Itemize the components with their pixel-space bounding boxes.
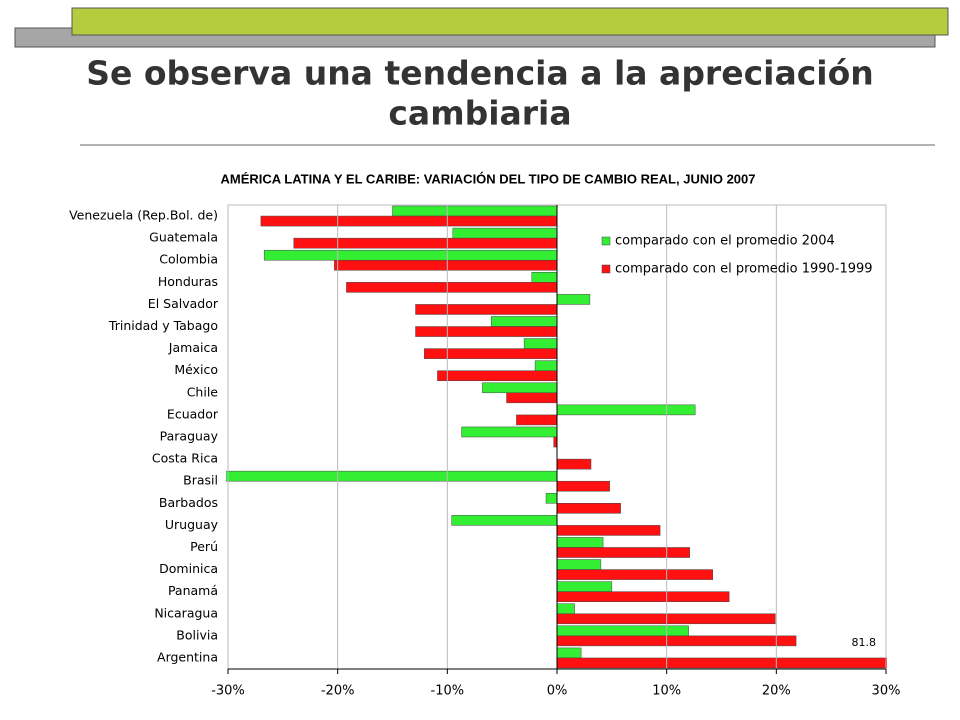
bar bbox=[556, 635, 797, 647]
bar bbox=[534, 360, 558, 371]
chart-title: AMÉRICA LATINA Y EL CARIBE: VARIACIÓN DE… bbox=[221, 171, 756, 186]
legend-label: comparado con el promedio 2004 bbox=[615, 234, 835, 249]
bar bbox=[424, 348, 558, 359]
bar bbox=[556, 503, 621, 514]
category-label: Guatemala bbox=[149, 230, 218, 245]
bar bbox=[556, 657, 887, 669]
category-label: Barbados bbox=[159, 495, 218, 510]
bar bbox=[490, 316, 558, 327]
bar bbox=[545, 492, 558, 504]
plot bbox=[226, 205, 887, 669]
bar bbox=[334, 259, 558, 271]
bar bbox=[556, 613, 776, 625]
category-label: Paraguay bbox=[160, 429, 219, 444]
bar bbox=[263, 249, 558, 261]
x-tick-label: -10% bbox=[431, 684, 465, 699]
bar bbox=[556, 591, 730, 602]
category-label: Trinidad y Tabago bbox=[108, 318, 218, 333]
bar bbox=[556, 458, 592, 470]
bar bbox=[523, 338, 558, 349]
category-label: Colombia bbox=[159, 252, 218, 267]
bar bbox=[461, 426, 558, 438]
category-label: Panamá bbox=[168, 583, 218, 598]
bar bbox=[506, 392, 558, 404]
slide-title: Se observa una tendencia a la apreciació… bbox=[86, 54, 874, 93]
data-label: 81.8 bbox=[852, 636, 877, 649]
bar bbox=[415, 304, 558, 315]
bar bbox=[437, 370, 558, 382]
legend-swatch bbox=[601, 236, 611, 246]
bar bbox=[293, 237, 558, 249]
bar bbox=[556, 603, 575, 615]
header-accent bbox=[71, 7, 949, 36]
bar bbox=[415, 326, 558, 337]
bar bbox=[482, 382, 558, 394]
category-label: Nicaragua bbox=[154, 605, 218, 620]
x-tick-label: 30% bbox=[872, 684, 901, 699]
category-label: Costa Rica bbox=[152, 451, 218, 466]
bar bbox=[556, 547, 690, 558]
bar bbox=[556, 480, 610, 492]
bar bbox=[556, 647, 582, 659]
category-label: Chile bbox=[187, 384, 219, 399]
legend-swatch bbox=[601, 264, 611, 274]
bar bbox=[556, 404, 696, 416]
bar bbox=[226, 470, 558, 482]
category-label: El Salvador bbox=[148, 296, 219, 311]
bar bbox=[556, 569, 713, 580]
bar bbox=[516, 414, 558, 426]
category-label: Argentina bbox=[157, 649, 218, 664]
bar bbox=[451, 515, 558, 526]
slide-title-line2: cambiaria bbox=[388, 94, 571, 133]
bar bbox=[452, 227, 558, 239]
bar bbox=[556, 525, 661, 536]
category-label: Bolivia bbox=[176, 627, 218, 642]
bar bbox=[260, 215, 558, 227]
category-label: Jamaica bbox=[168, 340, 218, 355]
bar bbox=[556, 537, 604, 548]
bar bbox=[556, 294, 591, 305]
category-label: Venezuela (Rep.Bol. de) bbox=[69, 208, 218, 223]
category-label: Dominica bbox=[159, 561, 218, 576]
bar bbox=[531, 272, 558, 283]
category-label: Brasil bbox=[183, 473, 218, 488]
bar bbox=[392, 205, 558, 217]
x-tick-label: 0% bbox=[547, 684, 568, 699]
bar bbox=[346, 282, 558, 293]
category-label: Uruguay bbox=[165, 517, 219, 532]
x-tick-label: -20% bbox=[321, 684, 355, 699]
legend-label: comparado con el promedio 1990-1999 bbox=[615, 262, 873, 277]
category-label: Ecuador bbox=[167, 406, 219, 421]
x-tick-label: 20% bbox=[762, 684, 791, 699]
category-label: Honduras bbox=[158, 274, 218, 289]
bar bbox=[556, 625, 689, 637]
category-label: México bbox=[174, 362, 218, 377]
bar bbox=[556, 581, 613, 592]
x-tick-label: 10% bbox=[652, 684, 681, 699]
bar bbox=[556, 559, 602, 570]
category-label: Perú bbox=[190, 539, 218, 554]
x-tick-label: -30% bbox=[211, 684, 245, 699]
